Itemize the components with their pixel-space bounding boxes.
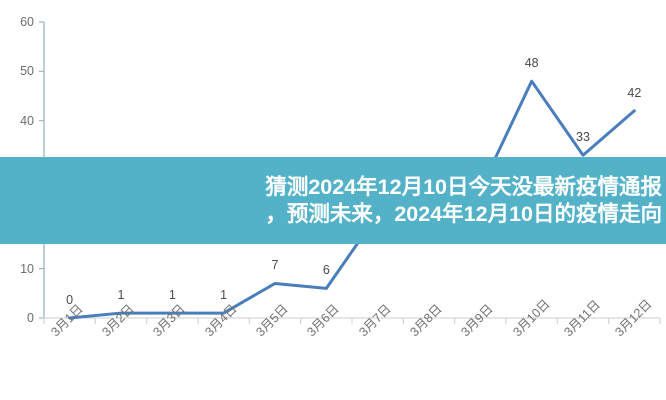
overlay-title-line-2: ，预测未来，2024年12月10日的疫情走向	[265, 201, 662, 226]
data-point-label: 42	[627, 85, 642, 100]
overlay-title-line-1: 猜测2024年12月10日今天没最新疫情通报	[265, 175, 662, 200]
data-point-label: 7	[271, 258, 279, 273]
y-axis-tick-label: 10	[20, 261, 34, 276]
data-point-label: 1	[168, 288, 176, 303]
data-point-label: 6	[322, 263, 330, 278]
data-point-label: 1	[117, 288, 125, 303]
data-point-label: 48	[524, 56, 539, 71]
y-axis-tick-label: 0	[27, 311, 34, 325]
data-point-label: 1	[220, 288, 228, 303]
data-point-label: 33	[576, 130, 590, 145]
overlay-title-banner: 猜测2024年12月10日今天没最新疫情通报 ，预测未来，2024年12月10日…	[0, 157, 666, 244]
y-axis-tick-label: 40	[20, 113, 34, 128]
data-point-label: 0	[66, 293, 74, 307]
y-axis-tick-label: 60	[20, 15, 34, 29]
y-axis-tick-label: 50	[20, 64, 34, 79]
data-series-line	[68, 79, 636, 320]
x-axis-ticks	[43, 318, 661, 324]
